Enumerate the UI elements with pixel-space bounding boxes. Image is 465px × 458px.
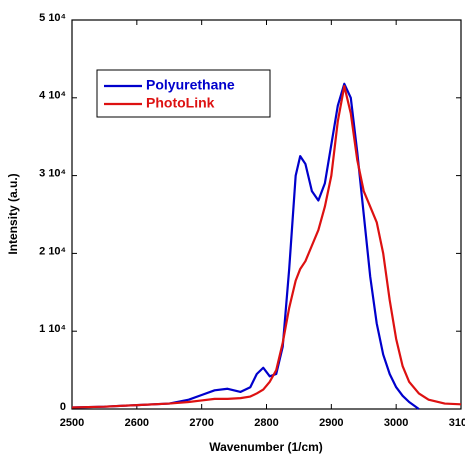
y-tick-label: 3 10⁴ [39,168,66,180]
y-axis-label: Intensity (a.u.) [6,173,20,254]
legend-box [96,69,271,118]
series-line [71,85,462,409]
x-tick-label: 3000 [384,417,408,429]
x-tick-label: 2500 [60,417,84,429]
x-tick-label: 2700 [189,417,213,429]
y-tick-label: 5 10⁴ [39,12,66,24]
legend-label: Polyurethane [146,77,235,93]
x-tick-label: 2900 [319,417,343,429]
y-tick-label: 1 10⁴ [39,323,66,335]
y-tick-label: 2 10⁴ [39,245,66,257]
legend-label: PhotoLink [146,95,215,111]
y-tick-label: 4 10⁴ [39,90,66,102]
y-tick-label: 0 [60,401,66,413]
x-tick-label: 2600 [125,417,149,429]
x-tick-label: 2800 [254,417,278,429]
x-axis-label: Wavenumber (1/cm) [209,440,323,454]
series-line [71,82,420,410]
